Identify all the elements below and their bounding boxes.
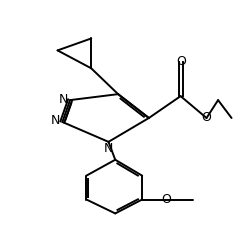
Text: N: N — [104, 142, 113, 155]
Text: O: O — [201, 111, 211, 124]
Text: O: O — [176, 55, 186, 68]
Text: N: N — [59, 93, 68, 106]
Text: N: N — [51, 114, 60, 127]
Text: O: O — [161, 193, 171, 206]
